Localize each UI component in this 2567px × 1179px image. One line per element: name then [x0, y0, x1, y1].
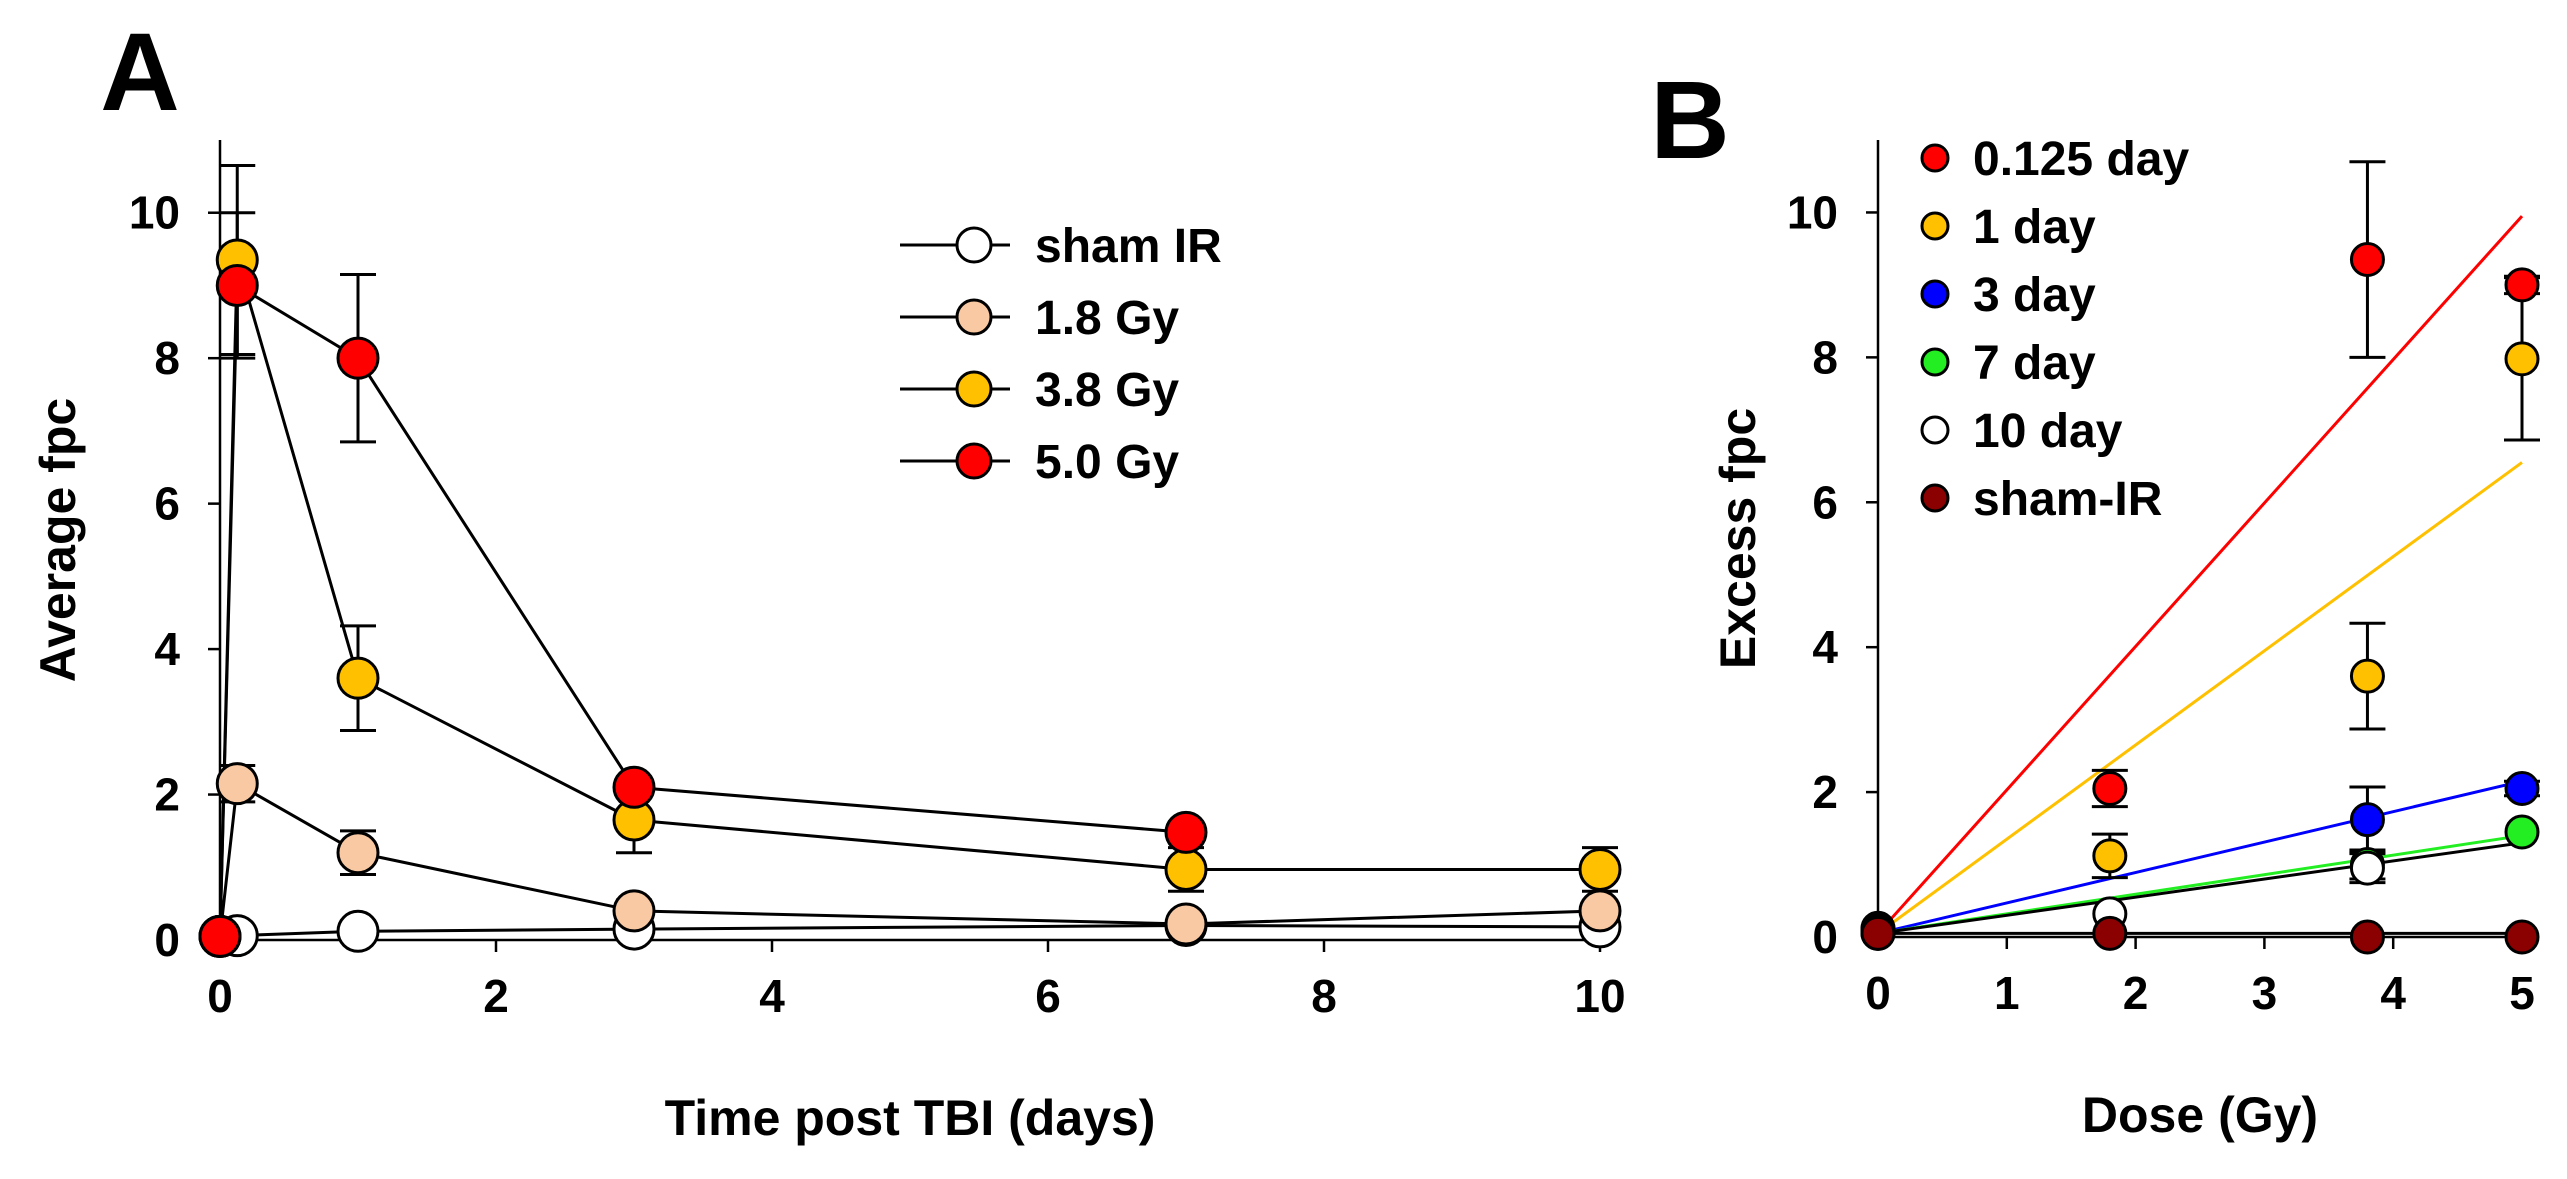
- legend-marker: [955, 370, 993, 408]
- data-point: [612, 765, 656, 809]
- data-point: [1860, 915, 1896, 951]
- fit-line-1: [1877, 461, 2523, 935]
- data-point: [1164, 810, 1208, 854]
- x-tick-label: 4: [759, 970, 785, 1022]
- series-line-1: [218, 781, 1601, 937]
- y-axis-title: Excess fpc: [1710, 408, 1766, 669]
- y-tick-label: 0: [1812, 911, 1838, 963]
- y-axis-title: Average fpc: [30, 398, 86, 682]
- legend-marker: [955, 442, 993, 480]
- data-point: [1578, 889, 1622, 933]
- y-tick-label: 4: [154, 623, 180, 675]
- data-point: [1164, 902, 1208, 946]
- legend-label: 7 day: [1973, 337, 2096, 390]
- panel-b-chart: B 0 1 2 3 4 5 0 2 4 6 8 10 Dose (Gy) Excess fpc 0.125 d…: [1650, 59, 2540, 1143]
- legend-marker: [1920, 143, 1950, 173]
- data-point: [2092, 838, 2128, 874]
- x-axis-title: Dose (Gy): [2082, 1087, 2318, 1143]
- y-tick-label: 8: [1812, 331, 1838, 383]
- legend-marker: [1920, 279, 1950, 309]
- panel-letter-a: A: [100, 11, 179, 134]
- legend-marker: [955, 298, 993, 336]
- y-tick-label: 10: [1787, 186, 1838, 238]
- data-point: [215, 762, 259, 806]
- x-tick-label: 1: [1994, 967, 2020, 1019]
- data-point: [198, 914, 242, 958]
- legend-label: 0.125 day: [1973, 133, 2189, 186]
- x-tick-label: 2: [483, 970, 509, 1022]
- y-tick-label: 6: [154, 478, 180, 530]
- series-line-0: [219, 923, 1601, 938]
- data-point: [1164, 847, 1208, 891]
- data-point: [2349, 850, 2385, 886]
- legend-marker: [1920, 347, 1950, 377]
- legend-label: 1 day: [1973, 201, 2096, 254]
- data-point: [612, 889, 656, 933]
- x-tick-label: 5: [2509, 967, 2535, 1019]
- y-tick-label: 2: [154, 769, 180, 821]
- legend-label: 5.0 Gy: [1035, 436, 1179, 489]
- legend-label: 10 day: [1973, 405, 2123, 458]
- fit-line-2: [1877, 779, 2523, 935]
- data-point: [2349, 242, 2385, 278]
- legend-marker: [955, 226, 993, 264]
- legend-label: 1.8 Gy: [1035, 292, 1179, 345]
- legend-label: sham IR: [1035, 220, 1222, 273]
- data-point: [2504, 919, 2540, 955]
- series-line-2: [218, 259, 1600, 937]
- data-point: [1578, 847, 1622, 891]
- legend-label: sham-IR: [1973, 473, 2162, 526]
- y-tick-label: 4: [1812, 621, 1838, 673]
- data-point: [2504, 341, 2540, 377]
- y-tick-label: 0: [154, 914, 180, 966]
- legend-marker: [1920, 483, 1950, 513]
- data-point: [215, 263, 259, 307]
- x-tick-label: 3: [2252, 967, 2278, 1019]
- x-tick-label: 0: [1865, 967, 1891, 1019]
- data-point: [2349, 802, 2385, 838]
- y-tick-label: 6: [1812, 476, 1838, 528]
- x-tick-label: 4: [2380, 967, 2406, 1019]
- x-axis-title: Time post TBI (days): [665, 1090, 1156, 1146]
- legend-label: 3 day: [1973, 269, 2096, 322]
- panel-letter-b: B: [1650, 59, 1729, 182]
- x-tick-label: 10: [1574, 970, 1625, 1022]
- data-point: [2504, 814, 2540, 850]
- x-tick-label: 0: [207, 970, 233, 1022]
- legend-label: 3.8 Gy: [1035, 364, 1179, 417]
- data-point: [2092, 915, 2128, 951]
- panel-a-chart: A 0 2 4 6 8 10 0 2 4 6 8 10 Time post TBI (days) Avera…: [30, 11, 1626, 1146]
- data-point: [336, 336, 380, 380]
- data-point: [336, 656, 380, 700]
- data-point: [336, 909, 380, 953]
- data-point: [2504, 770, 2540, 806]
- x-tick-label: 8: [1311, 970, 1337, 1022]
- data-point: [2504, 267, 2540, 303]
- data-point: [2349, 919, 2385, 955]
- y-tick-label: 10: [129, 187, 180, 239]
- legend-marker: [1920, 415, 1950, 445]
- data-point: [2092, 770, 2128, 806]
- x-tick-label: 6: [1035, 970, 1061, 1022]
- x-tick-label: 2: [2123, 967, 2149, 1019]
- y-tick-label: 2: [1812, 766, 1838, 818]
- fit-line-0: [1876, 215, 2524, 935]
- data-point: [2349, 658, 2385, 694]
- y-tick-label: 8: [154, 332, 180, 384]
- data-point: [336, 831, 380, 875]
- fit-line-4: [1877, 841, 2523, 935]
- legend-marker: [1920, 211, 1950, 241]
